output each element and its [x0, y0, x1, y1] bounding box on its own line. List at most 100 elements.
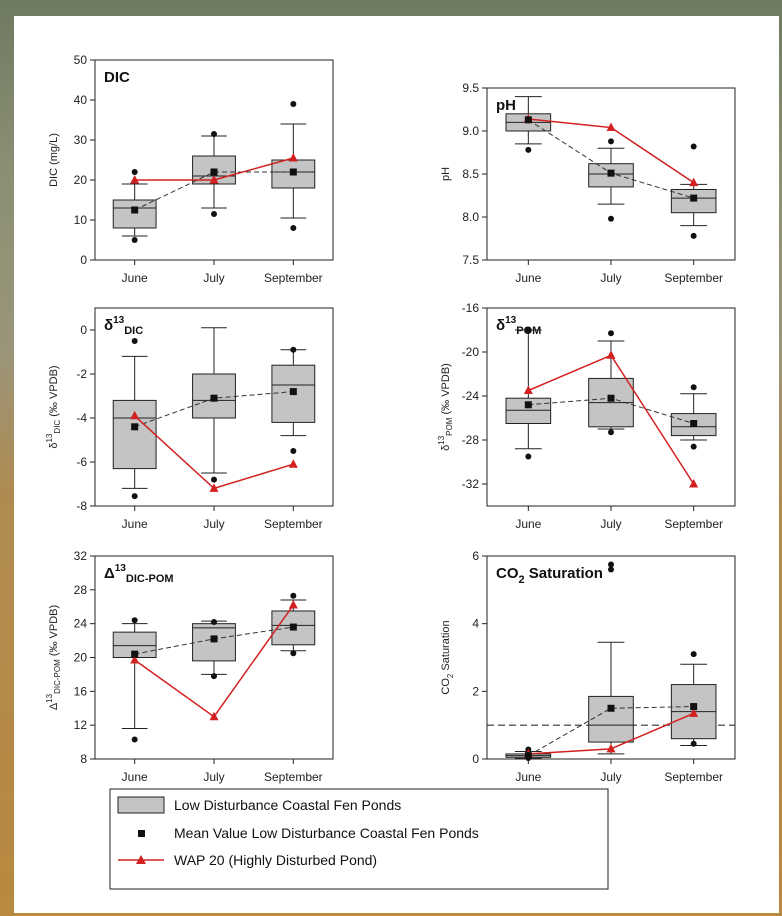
- box-iqr: [271, 159, 316, 189]
- panel-dic: 0 10 20 30 40 50 June July September DIC DIC (mg/L…: [48, 53, 334, 285]
- y-tick-label: 9.0: [462, 124, 479, 138]
- outlier-point: [690, 143, 697, 150]
- outlier-point: [525, 146, 532, 153]
- outlier-point: [690, 651, 697, 658]
- panel-title: DIC: [104, 69, 130, 86]
- outlier-point: [131, 169, 138, 175]
- legend-frame: [109, 788, 609, 890]
- box-june: [112, 338, 157, 500]
- outlier-point: [525, 327, 532, 333]
- y-tick-label: -20: [462, 345, 480, 359]
- mean-point: [607, 169, 615, 177]
- panel-ph: 7.5 8.0 8.5 9.0 9.5 June July September pH pH: [440, 81, 736, 285]
- x-tick-label: September: [664, 517, 723, 531]
- y-tick-label: -6: [76, 455, 87, 469]
- box-iqr: [588, 695, 634, 743]
- x-tick-label: June: [122, 517, 148, 531]
- y-axis-label: CO2 Saturation: [440, 620, 455, 694]
- y-tick-label: -2: [76, 367, 87, 381]
- y-tick-label: -24: [462, 389, 480, 403]
- y-axis-label: δ13POM (‰ VPDB): [437, 363, 454, 451]
- y-tick-label: 20: [74, 173, 88, 187]
- box-june: [112, 169, 157, 243]
- wap20-point: [209, 175, 219, 184]
- outlier-point: [690, 232, 697, 239]
- outlier-point: [131, 338, 138, 344]
- wap20-point: [130, 175, 140, 184]
- y-tick-label: 2: [472, 684, 479, 698]
- y-tick-label: 16: [74, 684, 88, 698]
- box-july: [192, 618, 236, 680]
- outlier-point: [211, 673, 217, 680]
- box-july: [588, 561, 634, 755]
- y-tick-label: 30: [74, 133, 88, 147]
- y-tick-label: 28: [74, 583, 88, 597]
- outlier-point: [211, 131, 217, 137]
- mean-point: [524, 116, 532, 124]
- panel-title: Δ13DIC-POM: [104, 563, 174, 585]
- outlier-point: [690, 443, 697, 450]
- legend-box-swatch: [117, 796, 165, 814]
- outlier-point: [131, 237, 138, 243]
- y-tick-label: 10: [74, 213, 88, 227]
- y-tick-label: -4: [76, 411, 87, 425]
- wap20-point: [288, 600, 298, 609]
- x-tick-label: July: [600, 517, 621, 531]
- mean-point: [289, 168, 297, 176]
- figure-panel: 0 10 20 30 40 50 June July September DIC DIC (mg/L…: [14, 16, 779, 913]
- y-tick-label: 12: [74, 718, 88, 732]
- outlier-point: [290, 225, 297, 231]
- wap20-point: [209, 483, 219, 492]
- box-iqr: [505, 397, 552, 425]
- x-tick-label: September: [664, 770, 723, 784]
- mean-point: [607, 394, 615, 402]
- outlier-point: [608, 330, 614, 337]
- y-tick-label: 8.0: [462, 210, 479, 224]
- legend-label-box: Low Disturbance Coastal Fen Ponds: [174, 797, 401, 813]
- x-tick-label: June: [122, 770, 148, 784]
- legend-label-wap: WAP 20 (Highly Disturbed Pond): [174, 852, 377, 868]
- wap20-point: [689, 479, 699, 488]
- y-tick-label: 8: [80, 752, 87, 766]
- x-tick-label: July: [203, 517, 224, 531]
- x-tick-label: September: [264, 271, 323, 285]
- box-june: [505, 327, 552, 460]
- outlier-point: [690, 384, 697, 391]
- panel-big-delta: 8 12 16 20 24 28 32 June July September Δ13DIC-POM…: [45, 549, 334, 784]
- mean-point: [210, 394, 218, 402]
- outlier-point: [608, 138, 614, 145]
- box-iqr: [192, 373, 236, 419]
- mean-point: [131, 423, 139, 431]
- panel-d13c-dic: -8 -6 -4 -2 0 June July September δ13DIC δ13DIC (…: [45, 307, 334, 531]
- wap20-point: [606, 122, 616, 132]
- outlier-point: [211, 476, 217, 483]
- mean-point: [607, 704, 615, 712]
- y-tick-label: -32: [462, 477, 480, 491]
- x-tick-label: July: [600, 770, 621, 784]
- box-iqr: [112, 399, 157, 470]
- mean-point: [289, 388, 297, 396]
- y-tick-label: 7.5: [462, 253, 479, 267]
- panel-title: pH: [496, 97, 516, 114]
- outlier-point: [211, 211, 217, 217]
- wap20-point: [689, 177, 699, 187]
- mean-point: [210, 168, 218, 176]
- legend: Low Disturbance Coastal Fen Ponds Mean V…: [109, 788, 609, 890]
- y-axis-label: Δ13DIC-POM (‰ VPDB): [45, 605, 62, 710]
- wap20-point: [209, 711, 219, 721]
- y-tick-label: 6: [472, 549, 479, 563]
- outlier-point: [608, 561, 614, 568]
- panel-co2: 0 2 4 6 June July September CO2 Saturation CO2 S…: [440, 549, 736, 784]
- x-tick-label: September: [264, 517, 323, 531]
- x-tick-label: July: [203, 770, 224, 784]
- x-tick-label: June: [515, 770, 541, 784]
- box-september: [271, 101, 316, 231]
- y-tick-label: 40: [74, 93, 88, 107]
- x-tick-label: June: [515, 517, 541, 531]
- y-axis-label: pH: [440, 167, 452, 181]
- wap20-point: [288, 459, 298, 468]
- y-tick-label: 0: [80, 253, 87, 267]
- outlier-point: [131, 493, 138, 500]
- mean-point: [131, 650, 139, 658]
